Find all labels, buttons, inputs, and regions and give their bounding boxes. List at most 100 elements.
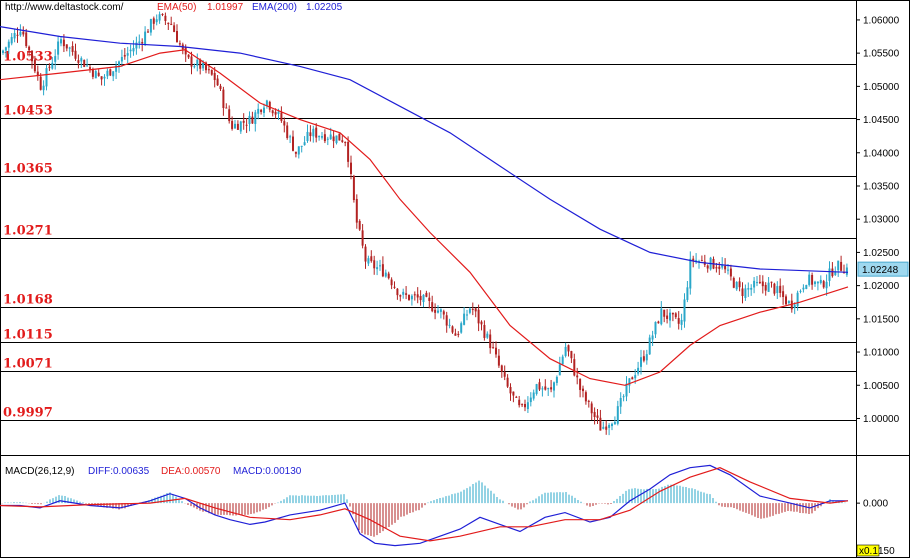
candle-body (782, 291, 785, 298)
candle-body (439, 309, 442, 312)
candle-body (735, 281, 738, 290)
level-label: 0.9997 (3, 406, 53, 421)
candle-body (405, 293, 408, 295)
candle-body (596, 415, 599, 418)
candle-body (106, 70, 109, 77)
candle-body (642, 356, 645, 361)
candle-body (532, 392, 535, 399)
macd-diff-line (0, 464, 848, 547)
candle-body (306, 131, 309, 142)
candle-body (147, 31, 149, 33)
candle-body (242, 120, 245, 123)
y-tick-label: 1.05000 (863, 82, 900, 93)
candle-body (315, 127, 318, 138)
candle-body (674, 313, 677, 318)
candle-body (822, 281, 825, 288)
macd-dea-line (0, 467, 849, 542)
candle-body (448, 324, 451, 326)
candle-body (555, 376, 558, 383)
candle-body (248, 115, 251, 125)
candle-body (292, 136, 294, 151)
candle-body (669, 312, 671, 321)
candle-body (671, 312, 674, 315)
candle-body (260, 109, 263, 112)
candle-body (115, 65, 118, 72)
candle-body (254, 112, 257, 124)
candle-body (793, 304, 796, 308)
source-url: http://www.deltastock.com/ (5, 2, 124, 13)
candle-body (509, 386, 512, 394)
candle-body (593, 411, 596, 418)
candle-body (814, 281, 816, 285)
candle-body (422, 294, 425, 303)
candle-body (677, 318, 680, 324)
candle-body (393, 286, 396, 288)
candle-body (196, 59, 199, 66)
candle-body (135, 42, 138, 49)
candle-body (834, 271, 837, 276)
candle-body (773, 283, 776, 294)
candle-body (300, 145, 303, 147)
candle-body (376, 267, 379, 270)
candle-body (158, 14, 161, 21)
candle-body (779, 285, 782, 293)
candle-body (785, 296, 787, 305)
candle-body (103, 76, 106, 79)
candle-body (344, 142, 347, 144)
ema50-value: 1.01997 (207, 2, 244, 13)
candle-body (750, 287, 753, 290)
candle-body (36, 71, 39, 76)
candle-body (634, 375, 637, 379)
candle-body (500, 365, 503, 372)
candle-body (25, 32, 28, 47)
last-price-value: 1.02248 (862, 265, 899, 276)
candle-body (802, 287, 805, 290)
candle-body (680, 319, 683, 325)
candle-body (271, 110, 274, 114)
candle-body (605, 426, 608, 430)
candle-body (141, 42, 144, 44)
candle-body (289, 136, 292, 138)
candle-body (645, 354, 648, 361)
candle-body (152, 18, 155, 24)
y-tick-label: 1.02000 (863, 281, 900, 292)
candle-body (332, 136, 335, 142)
candle-body (4, 47, 7, 51)
candle-body (573, 359, 576, 376)
candle-body (727, 269, 729, 271)
candle-body (370, 256, 373, 262)
candle-body (622, 396, 625, 398)
candle-body (825, 281, 828, 289)
candle-body (741, 288, 744, 296)
candle-body (164, 15, 167, 21)
candle-body (387, 273, 390, 279)
candle-body (526, 402, 529, 410)
candle-body (312, 128, 315, 137)
candle-body (54, 56, 57, 62)
candle-body (100, 76, 103, 80)
candle-body (205, 62, 207, 71)
candle-body (352, 175, 355, 201)
candle-body (474, 308, 477, 312)
candle-body (706, 265, 709, 269)
scale-badge (856, 544, 880, 557)
candle-body (390, 279, 393, 286)
y-tick-label: 1.01500 (863, 314, 900, 325)
candle-body (216, 78, 219, 86)
candle-body (251, 116, 254, 124)
candle-body (219, 85, 222, 90)
candle-body (286, 125, 289, 138)
candle-body (132, 48, 135, 52)
candle-body (123, 55, 126, 57)
candle-body (489, 334, 492, 349)
candle-body (222, 89, 225, 109)
macd-dea-label: DEA:0.00570 (161, 466, 221, 477)
candle-body (425, 292, 428, 297)
candle-body (837, 260, 840, 271)
candle-body (7, 41, 10, 48)
candle-body (524, 404, 526, 408)
candle-body (764, 284, 767, 291)
candle-body (228, 109, 231, 122)
candle-body (231, 120, 234, 129)
